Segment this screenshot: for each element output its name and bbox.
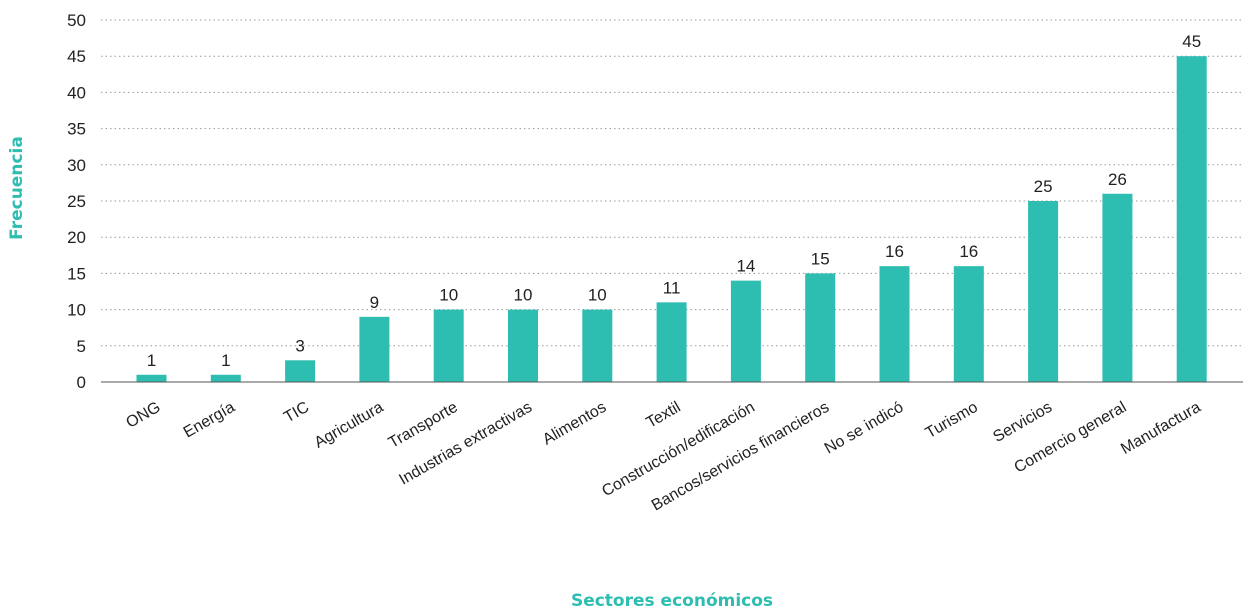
data-label: 16 <box>959 242 978 261</box>
data-label: 3 <box>295 336 304 355</box>
x-axis-category-labels: ONG Energía TIC Agricultura TransporteIndust… <box>123 399 1203 515</box>
y-tick-label: 0 <box>77 373 86 392</box>
bar <box>1028 201 1059 382</box>
y-tick-label: 40 <box>67 83 86 102</box>
y-tick-label: 45 <box>67 47 86 66</box>
data-label: 11 <box>663 278 681 297</box>
data-label: 10 <box>439 286 458 305</box>
data-label: 15 <box>811 249 830 268</box>
x-tick-label: Industrias extractivas <box>396 399 535 489</box>
bar <box>582 309 613 382</box>
x-tick-label: Servicios <box>990 399 1055 446</box>
x-tick-label: Agricultura <box>312 399 387 452</box>
data-label: 25 <box>1034 177 1053 196</box>
bar <box>730 280 761 382</box>
data-label: 1 <box>147 351 156 370</box>
x-tick-label: Alimentos <box>540 399 609 449</box>
bar <box>656 302 687 382</box>
bar <box>210 374 241 382</box>
x-tick-label: Turismo <box>923 399 981 442</box>
bars <box>136 56 1207 382</box>
y-tick-label: 30 <box>67 156 86 175</box>
data-label: 14 <box>736 257 755 276</box>
data-label: 45 <box>1182 32 1201 51</box>
y-tick-label: 50 <box>67 11 86 30</box>
bar <box>953 266 984 382</box>
x-tick-label: TIC <box>281 399 312 427</box>
bar <box>136 374 167 382</box>
data-label: 26 <box>1108 170 1127 189</box>
y-tick-label: 20 <box>67 228 86 247</box>
data-label: 1 <box>221 351 230 370</box>
bar <box>879 266 910 382</box>
bar <box>508 309 538 382</box>
y-tick-label: 5 <box>77 337 86 356</box>
data-label: 16 <box>885 242 904 261</box>
y-axis-title: Frecuencia <box>7 136 27 240</box>
bar <box>805 273 836 382</box>
data-label: 9 <box>370 293 379 312</box>
x-tick-label: Manufactura <box>1118 399 1204 458</box>
bar <box>433 309 464 382</box>
data-label: 10 <box>588 286 607 305</box>
bar <box>1176 56 1207 382</box>
bar <box>1102 193 1133 382</box>
x-axis-title: Sectores económicos <box>571 591 773 611</box>
gridlines <box>101 19 1243 347</box>
bar <box>359 316 390 382</box>
y-tick-label: 10 <box>67 301 86 320</box>
x-tick-label: ONG <box>123 399 163 432</box>
y-tick-label: 35 <box>67 120 86 139</box>
y-axis-ticks: 0 5 10 15 20 25 30 35 40 45 50 <box>67 11 86 392</box>
data-label: 10 <box>514 286 533 305</box>
y-tick-label: 25 <box>67 192 86 211</box>
y-tick-label: 15 <box>67 264 86 283</box>
bar <box>285 360 316 382</box>
x-tick-label: Energía <box>181 399 238 442</box>
x-tick-label: No se indicó <box>822 399 907 458</box>
x-tick-label: Textil <box>644 399 684 432</box>
